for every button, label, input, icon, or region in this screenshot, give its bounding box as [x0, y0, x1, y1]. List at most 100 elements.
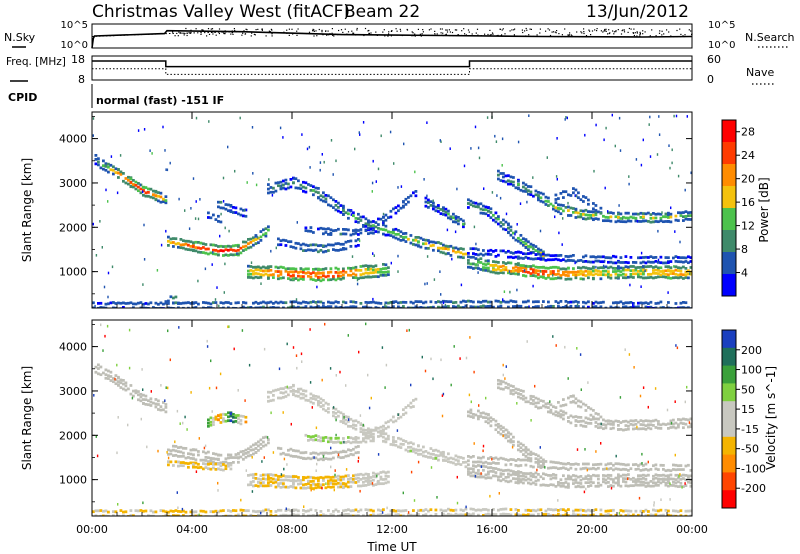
rti-cell	[457, 250, 460, 254]
rti-cell	[334, 479, 338, 483]
rti-cell	[512, 435, 515, 439]
rti-cell	[682, 260, 685, 264]
rti-cell	[644, 424, 648, 428]
rti-cell	[592, 207, 595, 211]
noise-dot	[261, 28, 263, 30]
rti-cell	[472, 507, 475, 511]
rti-cell	[669, 215, 673, 219]
rti-cell	[342, 300, 345, 304]
rti-cell	[527, 481, 530, 485]
rti-cell	[297, 274, 300, 278]
rti-cell	[384, 513, 388, 516]
rti-cell	[507, 182, 510, 186]
rti-cell	[384, 421, 388, 425]
rti-noise-cell	[216, 286, 218, 289]
rti-cell	[457, 219, 460, 223]
rti-cell	[619, 256, 623, 259]
rti-cell	[507, 305, 510, 308]
noise-dot	[528, 34, 530, 36]
rti-cell	[652, 220, 655, 224]
noise-dot	[475, 32, 477, 34]
rti-cell	[214, 468, 218, 471]
rti-cell	[327, 194, 330, 198]
rti-cell	[114, 302, 118, 305]
rti-noise-cell	[465, 505, 467, 509]
rti-noise-cell	[116, 451, 118, 455]
rti-cell	[652, 484, 655, 488]
rti-cell	[232, 248, 235, 252]
rti-cell	[447, 209, 450, 213]
rti-cell	[342, 456, 345, 459]
rti-cell	[249, 480, 253, 484]
rti-cell	[602, 273, 605, 277]
rti-cell	[179, 243, 183, 247]
rti-cell	[599, 513, 603, 516]
rti-cell	[94, 514, 98, 516]
rti-cell	[359, 423, 363, 427]
rti-cell	[312, 271, 315, 274]
rti-cell	[594, 412, 598, 415]
rti-cell	[632, 265, 635, 268]
rti-cell	[454, 508, 458, 512]
rti-noise-cell	[423, 178, 425, 181]
rti-noise-cell	[222, 176, 225, 180]
rti-cell	[244, 244, 248, 248]
rti-cell	[674, 463, 678, 467]
rti-cell	[487, 457, 490, 460]
rti-cell	[562, 466, 565, 470]
rti-cell	[212, 252, 215, 256]
noise-dot	[569, 32, 571, 34]
rti-cell	[112, 380, 115, 384]
rti-cell	[599, 483, 603, 487]
noise-dot	[501, 29, 503, 31]
rti-cell	[147, 191, 150, 194]
rti-cell	[589, 260, 593, 264]
rti-cell	[607, 260, 610, 264]
rti-cell	[567, 301, 570, 304]
noise-dot	[602, 31, 604, 33]
rti-cell	[254, 265, 258, 269]
rti-cell	[587, 467, 590, 471]
rti-cell	[592, 514, 595, 516]
rti-cell	[219, 301, 223, 305]
rti-cell	[437, 206, 440, 210]
rti-cell	[264, 227, 268, 231]
rti-cell	[319, 401, 323, 405]
rti-cell	[547, 253, 550, 257]
rti-cell	[344, 484, 348, 488]
rti-cell	[684, 306, 688, 308]
rti-cell	[599, 508, 603, 512]
rti-cell	[404, 203, 408, 206]
rti-cell	[247, 447, 250, 451]
rti-cell	[487, 508, 490, 512]
rti-cell	[624, 514, 628, 516]
rti-cell	[314, 272, 318, 275]
noise-dot	[265, 35, 267, 37]
rti-cell	[559, 409, 563, 413]
rti-cell	[619, 514, 623, 516]
rti-cell	[304, 181, 308, 185]
rti-cell	[509, 508, 513, 511]
rti-cell	[542, 252, 545, 256]
noise-dot	[417, 28, 419, 30]
rti-cell	[484, 508, 488, 511]
rti-cell	[629, 306, 633, 308]
rti-cell	[529, 190, 533, 194]
rti-cell	[652, 474, 655, 478]
rti-cell	[367, 275, 370, 279]
rti-cell	[192, 514, 195, 516]
rti-cell	[437, 305, 440, 308]
rti-cell	[654, 260, 658, 263]
rti-cell	[522, 266, 525, 270]
rti-cell	[267, 474, 270, 478]
rti-cell	[94, 509, 98, 513]
rti-cell	[332, 441, 335, 444]
rti-cell	[349, 509, 353, 513]
rti-cell	[509, 251, 513, 254]
rti-cell	[252, 239, 255, 242]
rti-cell	[284, 267, 288, 271]
rti-cell	[564, 277, 568, 281]
rti-cell	[572, 300, 575, 304]
rti-noise-cell	[111, 265, 114, 269]
rti-cell	[617, 473, 620, 477]
